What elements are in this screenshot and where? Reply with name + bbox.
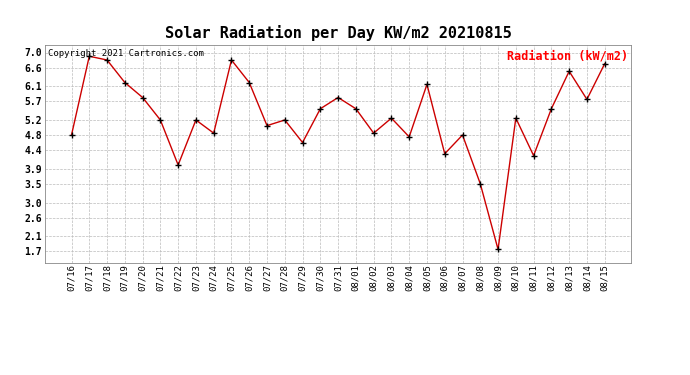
Text: Radiation (kW/m2): Radiation (kW/m2) [507,50,629,62]
Text: Copyright 2021 Cartronics.com: Copyright 2021 Cartronics.com [48,50,204,58]
Title: Solar Radiation per Day KW/m2 20210815: Solar Radiation per Day KW/m2 20210815 [165,25,511,41]
